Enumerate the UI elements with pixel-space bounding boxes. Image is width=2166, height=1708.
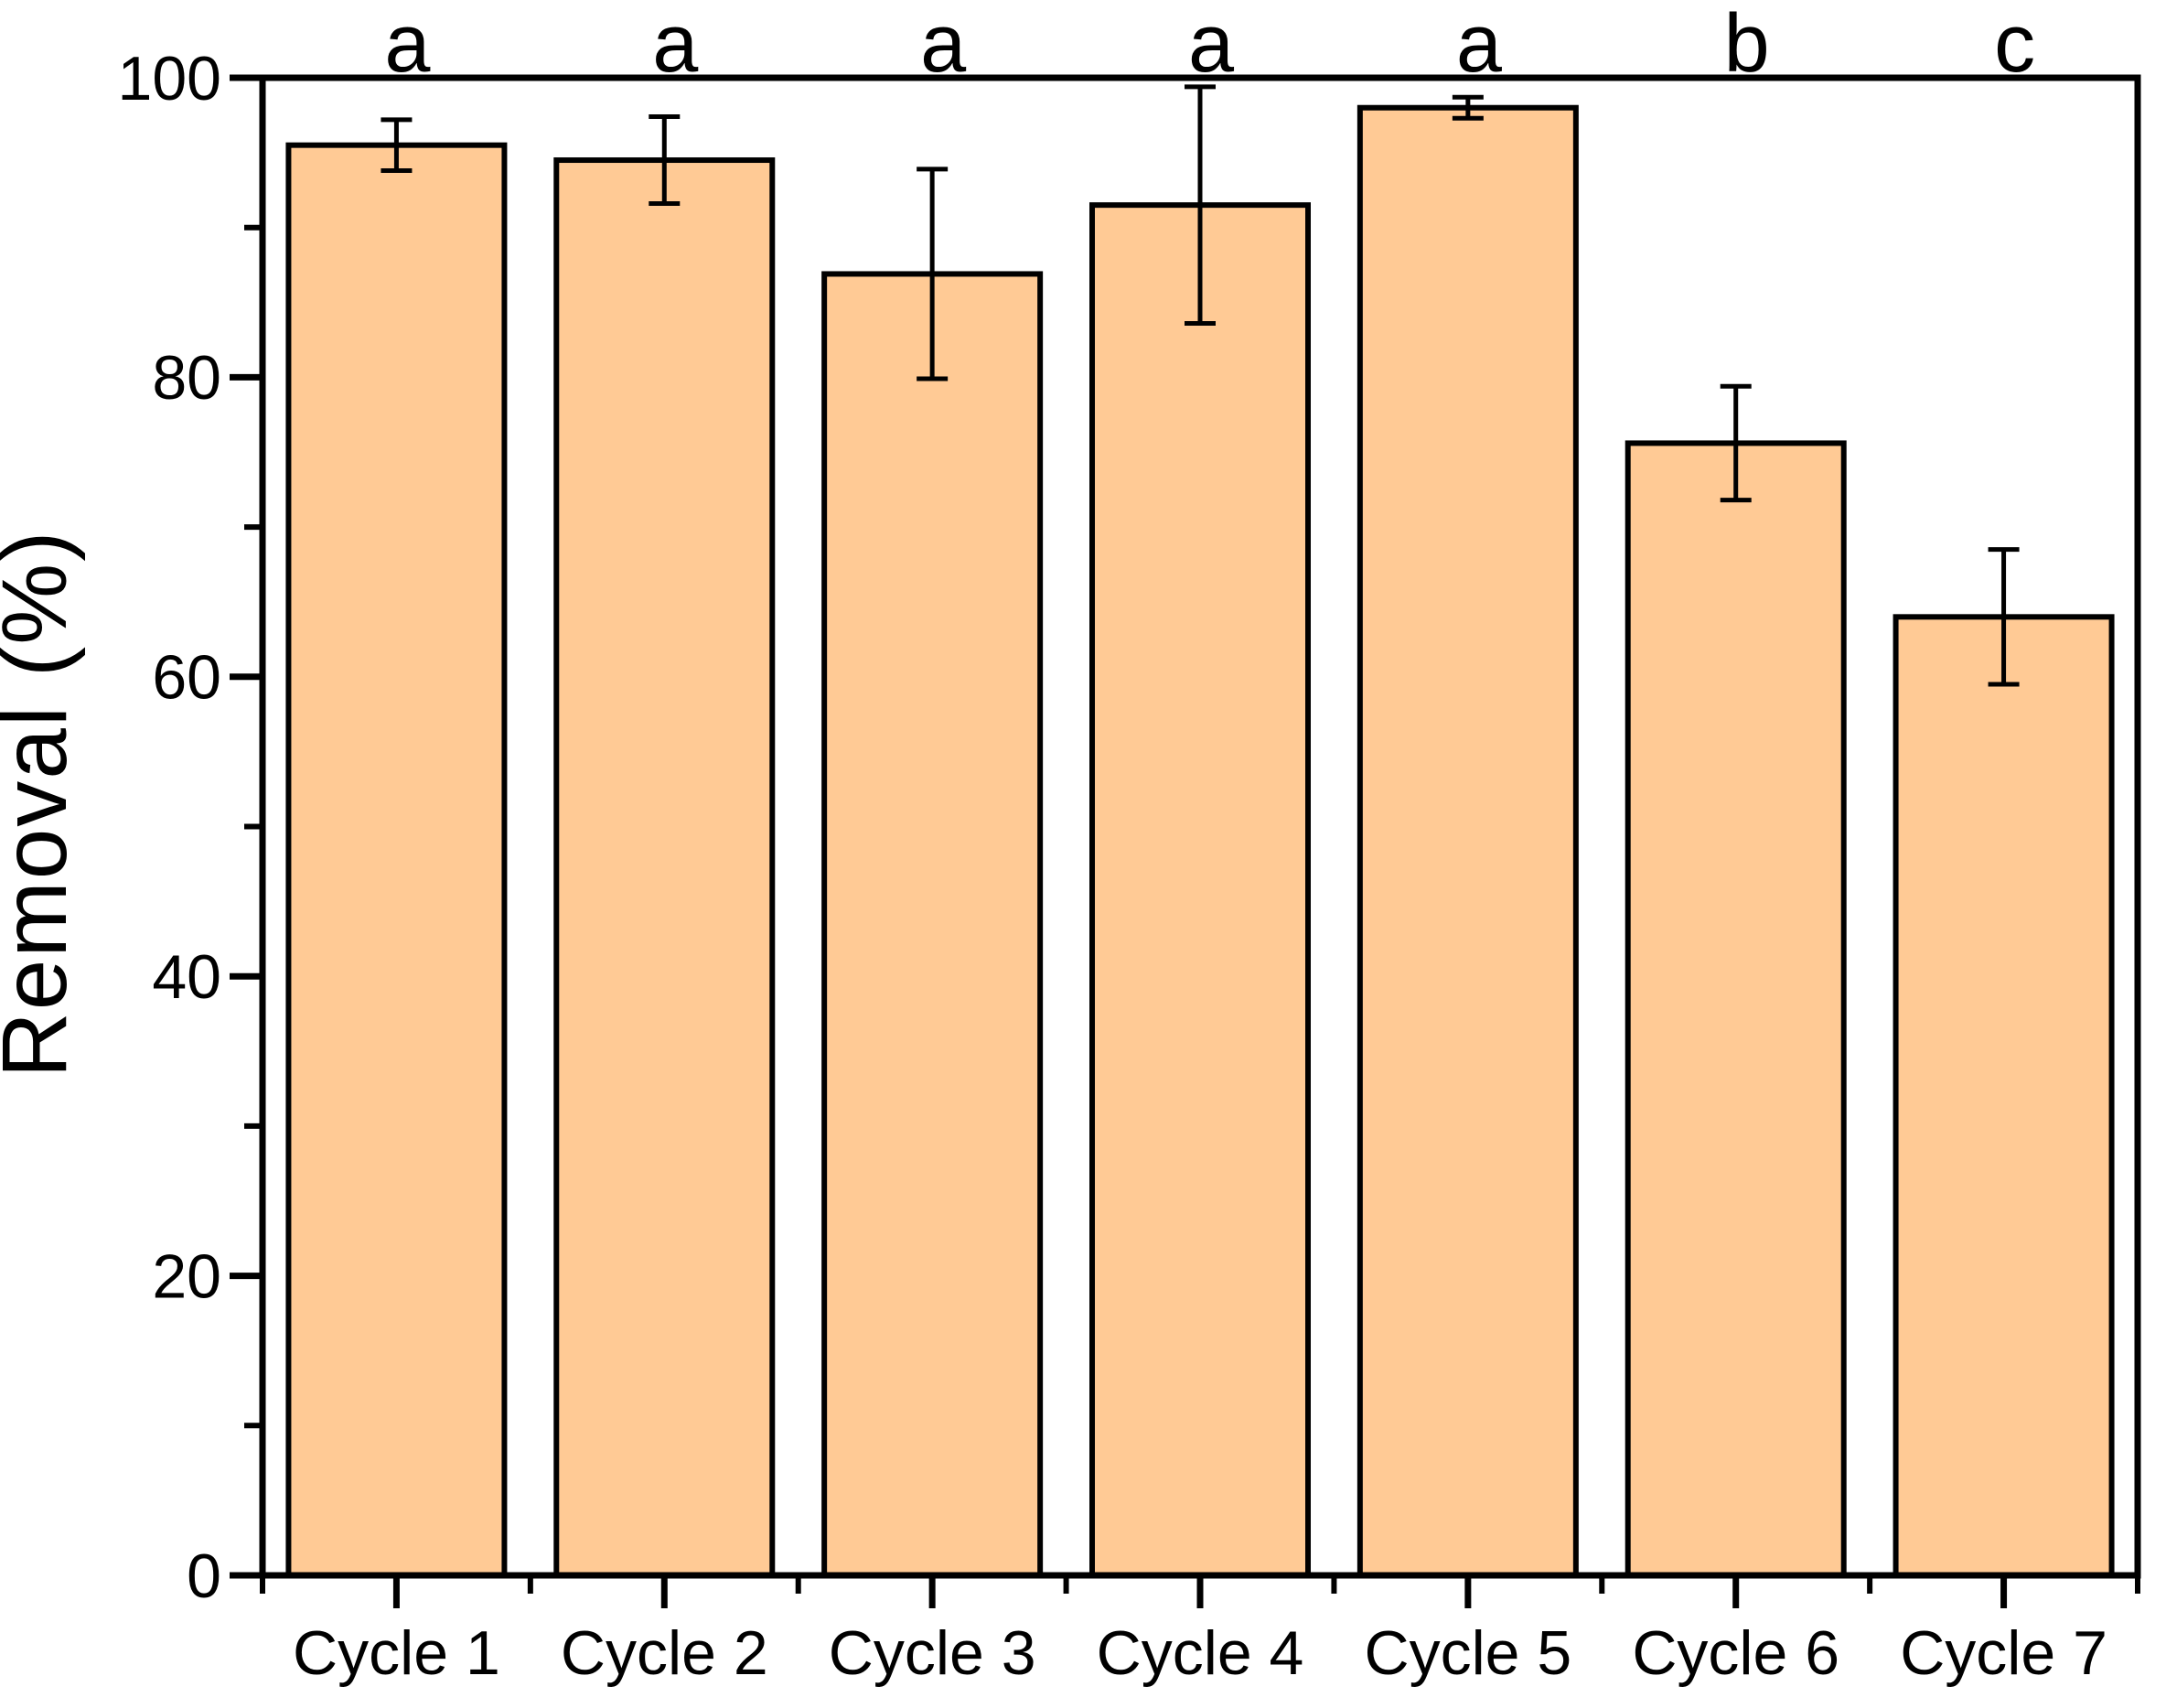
- y-axis: 0 20 40 60 80 100: [118, 44, 263, 1611]
- y-tick-label: 40: [152, 942, 221, 1012]
- significance-letter: c: [1994, 0, 2035, 90]
- y-axis-label: Removal (%): [0, 530, 86, 1079]
- error-bar-cycle-5: [1452, 94, 1484, 121]
- error-bars-group: [381, 84, 2020, 687]
- y-tick-label: 0: [187, 1541, 221, 1611]
- bar-cycle-1: [285, 142, 508, 1578]
- bar-cycle-3: [821, 271, 1044, 1578]
- bar-cycle-2: [553, 157, 776, 1578]
- y-tick-label: 60: [152, 643, 221, 713]
- bar-cycle-5: [1356, 104, 1579, 1579]
- y-tick-label: 100: [118, 44, 221, 113]
- error-bar-cycle-1: [381, 117, 413, 173]
- error-bar-cycle-6: [1720, 383, 1752, 503]
- x-tick-label: Cycle 3: [829, 1618, 1036, 1688]
- bar-cycle-7: [1893, 614, 2115, 1579]
- x-tick-label: Cycle 4: [1097, 1618, 1304, 1688]
- x-axis: Cycle 1 Cycle 2 Cycle 3 Cycle 4 Cycle 5 Cycle…: [260, 1575, 2140, 1688]
- bar-cycle-4: [1089, 202, 1311, 1578]
- significance-letter: a: [1188, 0, 1235, 90]
- error-bar-cycle-2: [649, 114, 681, 207]
- y-tick-label: 20: [152, 1241, 221, 1311]
- bars-group: [285, 104, 2115, 1579]
- significance-letter: a: [920, 0, 967, 90]
- bar-cycle-6: [1624, 440, 1847, 1579]
- significance-letter: b: [1724, 0, 1770, 90]
- x-tick-label: Cycle 1: [293, 1618, 500, 1688]
- error-bar-cycle-4: [1185, 84, 1216, 326]
- x-tick-label: Cycle 5: [1364, 1618, 1571, 1688]
- significance-letter: a: [384, 0, 431, 90]
- significance-letter: a: [652, 0, 699, 90]
- x-tick-label: Cycle 7: [1900, 1618, 2107, 1688]
- error-bar-cycle-3: [917, 167, 949, 381]
- x-tick-label: Cycle 2: [561, 1618, 768, 1688]
- x-tick-label: Cycle 6: [1632, 1618, 1839, 1688]
- y-tick-label: 80: [152, 343, 221, 413]
- error-bar-cycle-7: [1988, 547, 2020, 687]
- significance-letter: a: [1456, 0, 1503, 90]
